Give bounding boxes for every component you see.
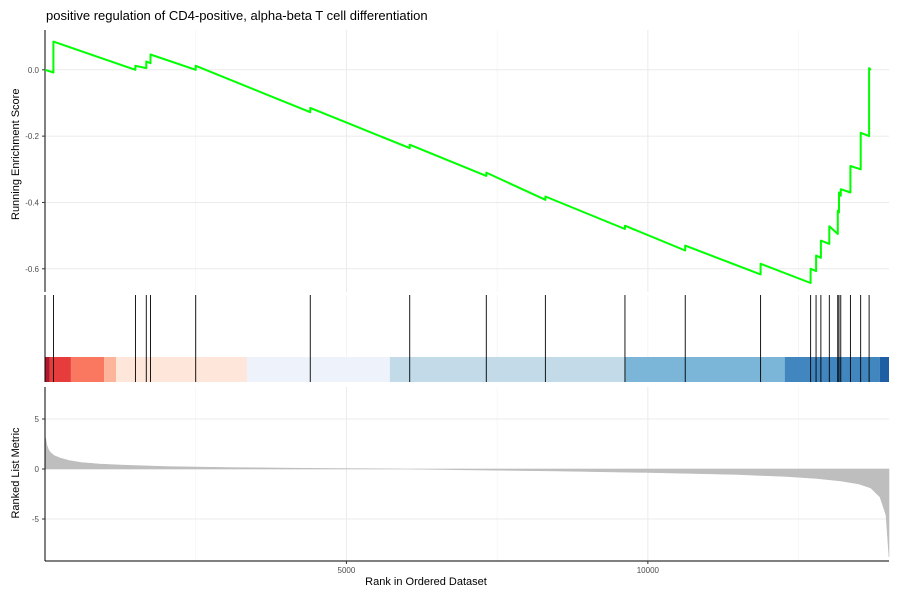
rank-color-band [49,357,71,382]
rank-color-band [116,357,247,382]
rank-color-band [879,357,889,382]
running-es-line [44,40,872,284]
x-tick-label: 5000 [338,566,356,575]
rank-color-band [624,357,785,382]
chart-title: positive regulation of CD4-positive, alp… [46,8,428,23]
y-tick-label: -0.4 [25,198,39,207]
x-tick-label: 10000 [637,566,660,575]
ranked-metric-axis-title: Ranked List Metric [10,427,22,519]
rank-color-band [389,357,625,382]
rank-color-band [784,357,880,382]
y-tick-label: -0.6 [25,265,39,274]
y-tick-label: -0.2 [25,132,39,141]
rank-color-band [246,357,390,382]
ranked-metric-area [44,437,890,558]
rank-color-band [70,357,105,382]
y-tick-label: -5 [32,515,40,524]
y-tick-label: 0.0 [28,66,40,75]
rank-color-band [104,357,117,382]
y-tick-label: 0 [35,465,40,474]
running-es-axis-title: Running Enrichment Score [10,88,22,220]
rank-color-band [45,357,50,382]
x-axis-title: Rank in Ordered Dataset [365,576,487,588]
y-tick-label: 5 [35,415,40,424]
